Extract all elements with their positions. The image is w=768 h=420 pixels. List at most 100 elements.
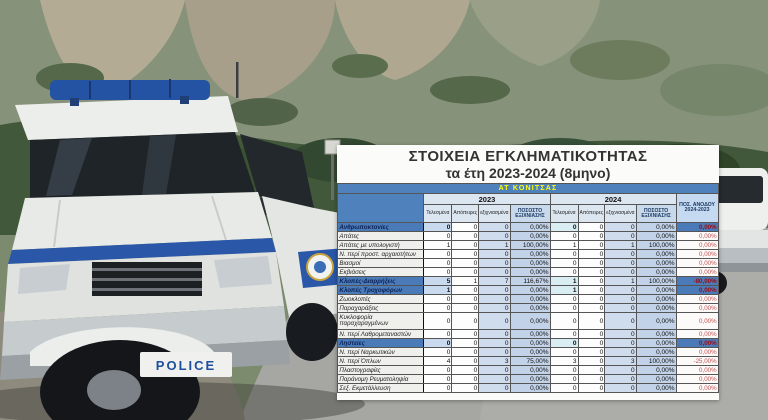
change-cell: -80,00% [675,276,719,287]
panel-subtitle: τα έτη 2023-2024 (8μηνο) [445,165,611,182]
stat-cell-2024: 0,00% [635,249,677,260]
table-row: Ν. περί Ναρκωτικών 0 0 0 0,00% 0 0 0 0,00% 0,00% [337,347,719,358]
stat-cell-2024: 0,00% [635,312,677,331]
stat-cell-2023: 0 [478,222,511,233]
change-cell: 0,00% [675,303,719,314]
stat-cell-2024: 100,00% [635,240,677,251]
table-row: Παραχαράξεις 0 0 0 0,00% 0 0 0 0,00% 0,00% [337,303,719,314]
stat-cell-2024: 0,00% [635,329,677,340]
stat-cell-2023: 0 [423,338,453,349]
stat-cell-2024: 0 [577,383,606,394]
stat-cell-2024: 0 [604,222,637,233]
stat-cell-2024: 0 [577,222,606,233]
stat-cell-2024: 0 [604,338,637,349]
stat-cell-2023: 0 [423,312,453,331]
stat-cell-2023: 0,00% [509,338,551,349]
stat-cell-2023: 0 [478,383,511,394]
police-emblem [306,253,334,281]
change-cell: 0,00% [675,258,719,269]
side-window [240,134,314,208]
stat-cell-2023: 116,67% [509,276,551,287]
stat-cell-2024: 0 [577,365,606,376]
row-label: Ν. περί Λαθρομεταναστών [337,329,425,340]
stat-cell-2023: 1 [423,240,453,251]
stat-cell-2024: 0 [604,365,637,376]
stat-cell-2024: 0 [604,249,637,260]
stat-cell-2023: 0 [423,249,453,260]
subcolumn-header: ΠΟΣΟΣΤΟ ΕΞΙΧΝΙΑΣΗΣ [635,204,677,224]
stat-cell-2023: 0 [451,303,480,314]
table-row: Ν. περί Λαθρομεταναστών 0 0 0 0,00% 0 0 0 0,00% 0… [337,329,719,340]
station-header: ΑΤ ΚΟΝΙΤΣΑΣ [337,183,719,195]
stat-cell-2024: 0 [549,365,579,376]
row-label: Εκβιάσεις [337,267,425,278]
row-label: Ληστείες [337,338,425,349]
table-row: Κυκλοφορία παραχαραγμένων 0 0 0 0,00% 0 0 0 0,00… [337,312,719,331]
stat-cell-2024: 0 [604,303,637,314]
stat-cell-2023: 0 [423,267,453,278]
stat-cell-2023: 1 [423,285,453,296]
stat-cell-2023: 0 [451,285,480,296]
stat-cell-2023: 0 [451,338,480,349]
stat-cell-2024: 0 [604,329,637,340]
stat-cell-2024: 0 [577,285,606,296]
stat-cell-2023: 0 [478,347,511,358]
table-row: Βιασμοί 0 0 0 0,00% 0 0 0 0,00% 0,00% [337,258,719,269]
stat-cell-2024: 100,00% [635,276,677,287]
stat-cell-2024: 0 [577,258,606,269]
stat-cell-2024: 0,00% [635,294,677,305]
stat-cell-2024: 0 [549,231,579,242]
stat-cell-2023: 0 [478,267,511,278]
row-label: Απάτες με υπολογιστή [337,240,425,251]
stat-cell-2024: 0 [577,374,606,385]
stat-cell-2024: 0,00% [635,285,677,296]
change-cell: 0,00% [675,231,719,242]
stat-cell-2023: 0 [478,285,511,296]
change-cell: 0,00% [675,249,719,260]
table-row: Εκβιάσεις 0 0 0 0,00% 0 0 0 0,00% 0,00% [337,267,719,278]
subcolumn-header: εξιχνιασμένα [604,204,637,224]
front-wheel [30,327,214,420]
stat-cell-2024: 3 [604,356,637,367]
stat-cell-2023: 0 [478,249,511,260]
stat-cell-2023: 0 [423,258,453,269]
change-cell: 0,00% [675,338,719,349]
stat-cell-2024: 0 [577,231,606,242]
stat-cell-2023: 0 [478,258,511,269]
stat-cell-2024: 0 [549,222,579,233]
stat-cell-2023: 3 [478,356,511,367]
stat-cell-2023: 0 [478,294,511,305]
stat-cell-2023: 75,00% [509,356,551,367]
police-text-plate: POLICE [140,352,232,377]
stat-cell-2024: 0 [549,294,579,305]
stat-cell-2023: 0 [451,374,480,385]
stat-cell-2024: 0 [549,347,579,358]
stat-cell-2023: 0 [423,383,453,394]
stat-cell-2023: 0,00% [509,285,551,296]
stat-cell-2023: 0 [451,231,480,242]
stat-cell-2024: 0 [604,312,637,331]
subcolumn-header: Τελεσμένα [423,204,453,224]
header-row-years: 2023 2024 ΠΟΣ. ΑΝΟΔΟΥ 2024-2023 [337,193,719,224]
stat-cell-2023: 0,00% [509,312,551,331]
stat-cell-2023: 0 [451,258,480,269]
hood-stripe [8,238,276,264]
table-row: Ν. περί προστ. αρχαιοτήτων 0 0 0 0,00% 0 0 0 0,0… [337,249,719,260]
stat-cell-2024: 0 [549,374,579,385]
stat-cell-2024: 1 [604,240,637,251]
stat-cell-2024: 0 [577,267,606,278]
stat-cell-2023: 0 [478,303,511,314]
row-label: Απάτες [337,231,425,242]
change-cell: -25,00% [675,356,719,367]
stat-cell-2024: 0,00% [635,222,677,233]
stat-cell-2024: 0 [577,356,606,367]
police-text: POLICE [156,358,216,373]
stat-cell-2024: 0 [549,383,579,394]
table-row: Ν. περί Όπλων 4 0 3 75,00% 3 0 3 100,00% -25,00% [337,356,719,367]
row-label: Κυκλοφορία παραχαραγμένων [337,312,425,331]
subcolumn-header: Απόπειρες [451,204,480,224]
stat-cell-2023: 0 [423,231,453,242]
row-label: Παράνομη Ρευματοληψία [337,374,425,385]
stat-cell-2024: 100,00% [635,356,677,367]
police-lightbar [50,79,210,106]
